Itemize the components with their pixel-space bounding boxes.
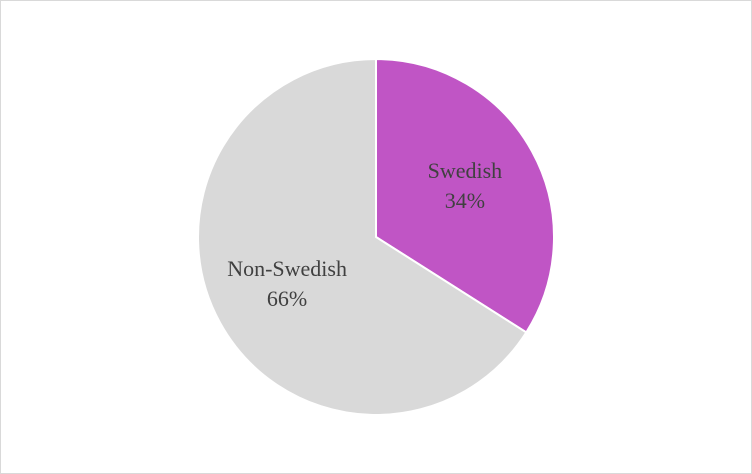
slice-value-label: 66% [267, 286, 307, 311]
slice-label: Non-Swedish [227, 256, 347, 281]
slice-label: Swedish [428, 158, 503, 183]
pie-slice [197, 57, 528, 416]
pie-slice [375, 57, 555, 334]
slice-value-label: 34% [445, 188, 485, 213]
